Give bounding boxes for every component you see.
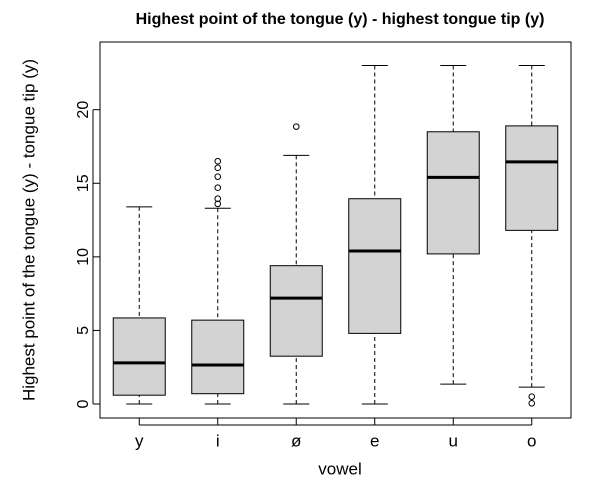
outlier bbox=[528, 399, 536, 407]
y-tick-label: 0 bbox=[75, 399, 92, 408]
y-tick-label: 10 bbox=[75, 248, 92, 266]
y-tick-label: 15 bbox=[75, 174, 92, 192]
x-axis-label: vowel bbox=[318, 459, 361, 478]
outlier bbox=[214, 195, 222, 203]
outlier bbox=[214, 164, 222, 172]
x-tick-label: y bbox=[135, 431, 144, 450]
chart-title: Highest point of the tongue (y) - highes… bbox=[136, 11, 545, 28]
y-axis-label: Highest point of the tongue (y) - tongue… bbox=[19, 59, 38, 401]
x-tick-label: ø bbox=[291, 431, 301, 450]
box bbox=[426, 131, 480, 255]
x-tick-label: i bbox=[216, 431, 220, 450]
box bbox=[348, 198, 402, 334]
y-tick-label: 20 bbox=[75, 101, 92, 119]
outlier bbox=[214, 184, 222, 191]
box bbox=[112, 317, 166, 396]
x-tick-label: u bbox=[449, 431, 458, 450]
outlier bbox=[292, 123, 300, 130]
y-tick-label: 5 bbox=[75, 326, 92, 335]
x-tick-label: o bbox=[527, 431, 536, 450]
box bbox=[269, 265, 323, 357]
x-tick-label: e bbox=[370, 431, 379, 450]
outlier bbox=[214, 173, 222, 180]
plot-frame bbox=[99, 41, 572, 419]
outlier bbox=[528, 393, 536, 400]
outlier bbox=[214, 157, 222, 165]
box bbox=[505, 125, 559, 231]
box bbox=[191, 319, 245, 395]
